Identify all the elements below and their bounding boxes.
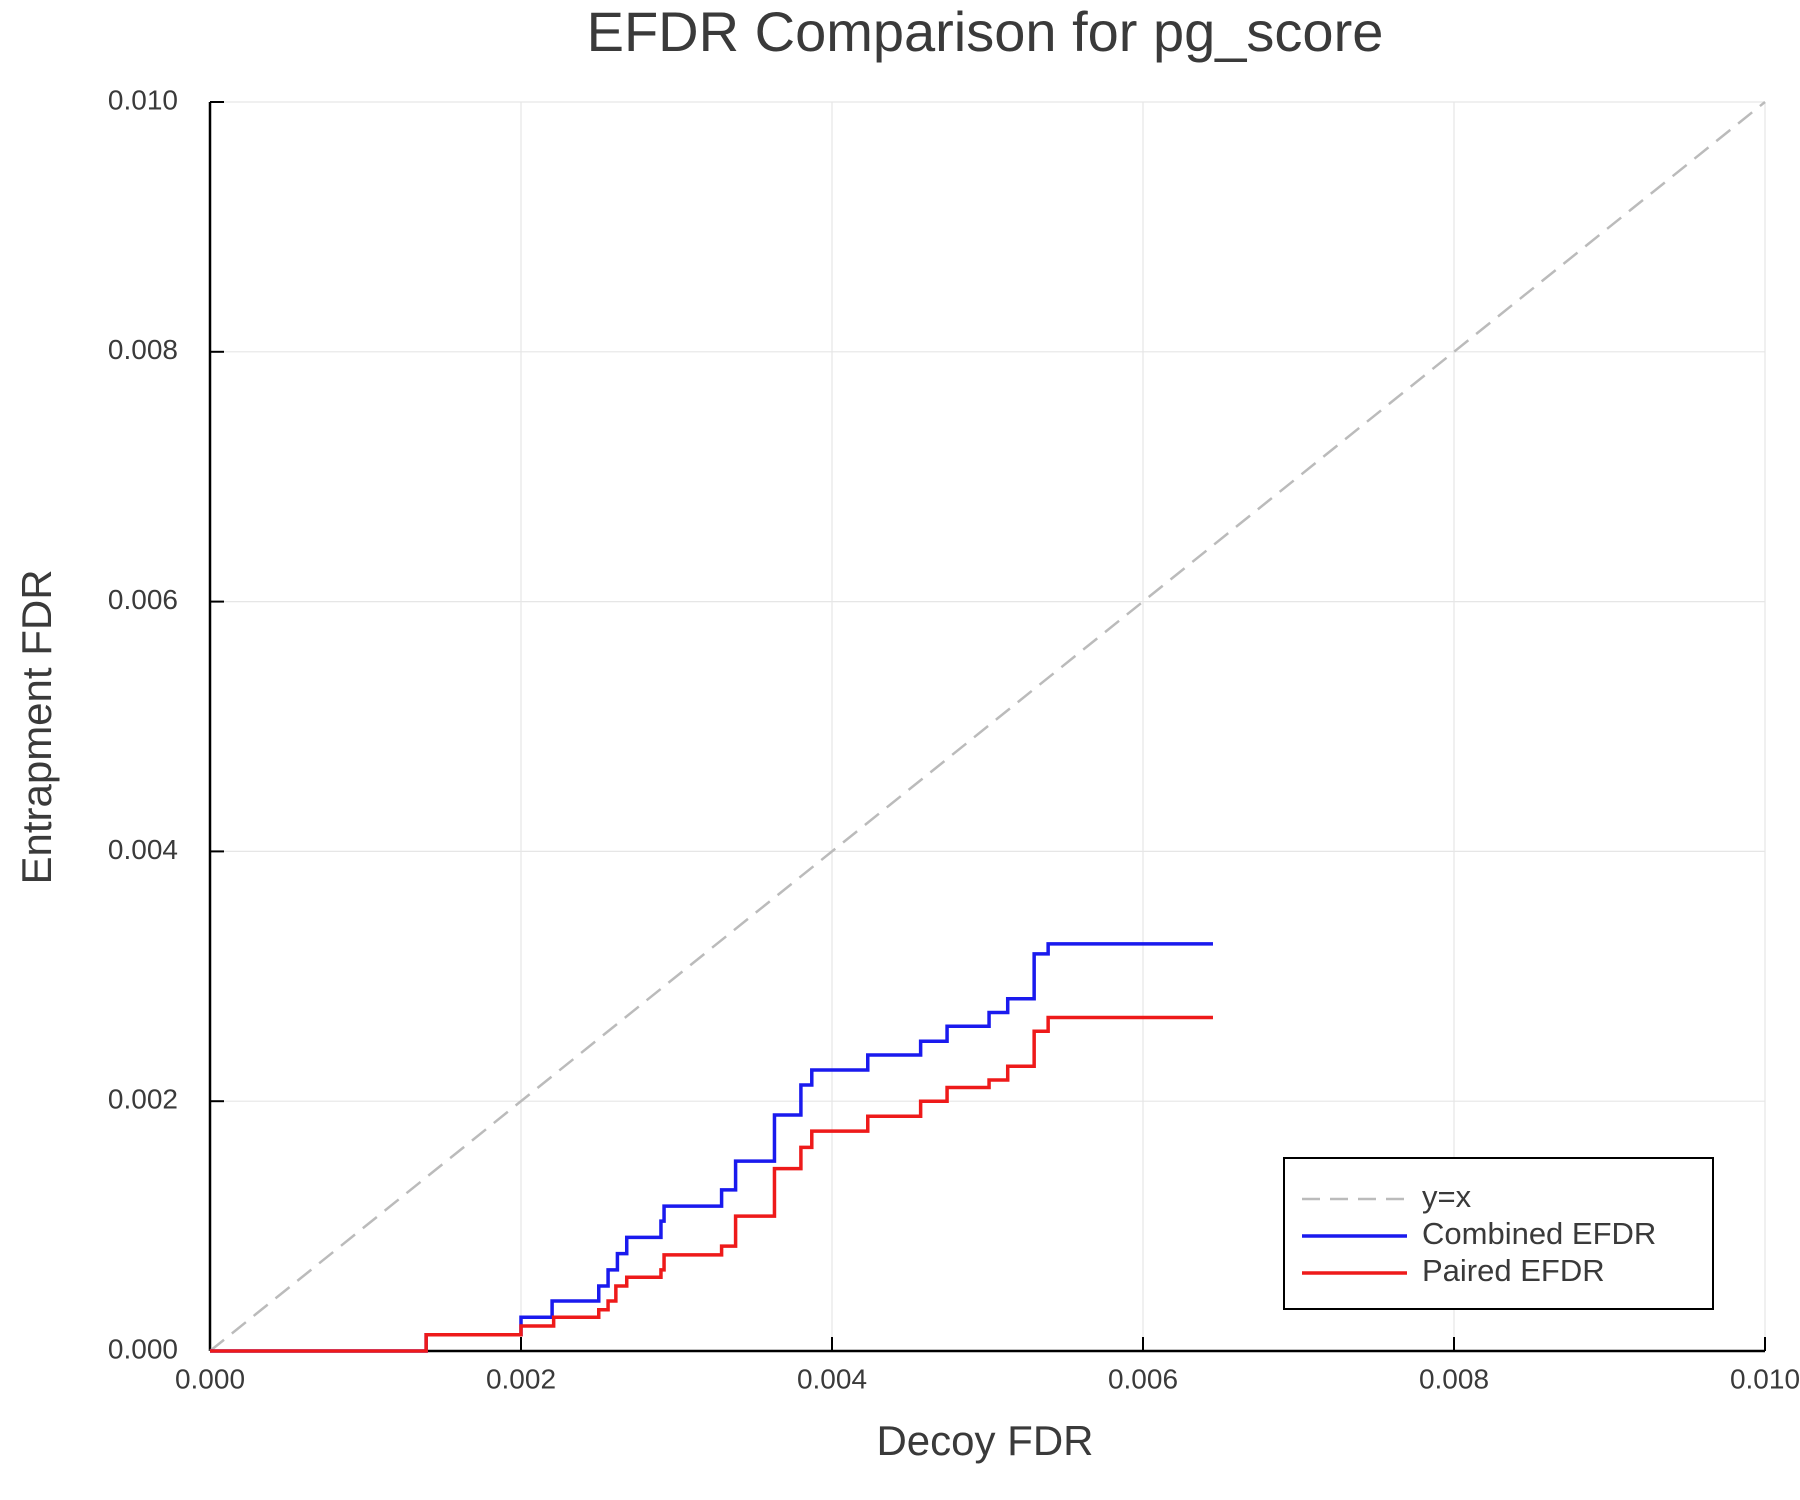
x-tick-label: 0.000 xyxy=(175,1363,245,1394)
x-tick-label: 0.006 xyxy=(1108,1363,1178,1394)
y-tick-label: 0.008 xyxy=(108,334,178,365)
legend-label: Combined EFDR xyxy=(1422,1216,1656,1251)
x-tick-label: 0.002 xyxy=(486,1363,556,1394)
legend-label: y=x xyxy=(1422,1179,1472,1214)
x-tick-label: 0.008 xyxy=(1419,1363,1489,1394)
legend-label: Paired EFDR xyxy=(1422,1253,1605,1288)
y-tick-label: 0.000 xyxy=(108,1333,178,1364)
series-line xyxy=(210,1015,1213,1353)
chart-title: EFDR Comparison for pg_score xyxy=(587,0,1384,63)
y-tick-label: 0.006 xyxy=(108,584,178,615)
x-axis-label: Decoy FDR xyxy=(876,1417,1093,1464)
x-tick-label: 0.004 xyxy=(797,1363,867,1394)
y-tick-label: 0.010 xyxy=(108,84,178,115)
y-tick-label: 0.002 xyxy=(108,1084,178,1115)
series-line xyxy=(209,101,1766,1352)
x-tick-label: 0.010 xyxy=(1730,1363,1800,1394)
legend-box xyxy=(1283,1157,1714,1310)
y-axis-label: Entrapment FDR xyxy=(13,569,60,884)
y-tick-label: 0.004 xyxy=(108,834,178,865)
series-line xyxy=(210,942,1213,1353)
